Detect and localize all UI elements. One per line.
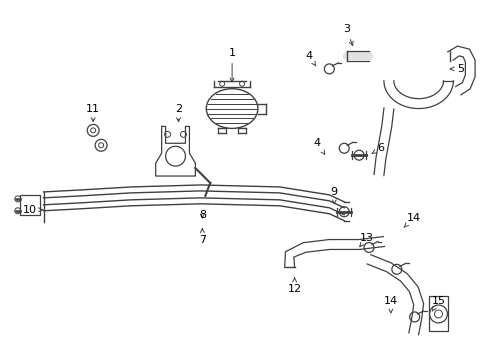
Text: 6: 6 — [371, 143, 384, 153]
Text: 8: 8 — [198, 210, 205, 220]
Text: 7: 7 — [198, 229, 205, 244]
Text: 14: 14 — [383, 296, 397, 313]
Text: 14: 14 — [403, 213, 420, 228]
Text: 11: 11 — [86, 104, 100, 122]
Text: 9: 9 — [330, 187, 337, 204]
Bar — [20, 195, 40, 215]
Text: 13: 13 — [359, 233, 373, 247]
Text: 4: 4 — [305, 51, 315, 66]
Text: 15: 15 — [430, 296, 445, 311]
Text: 5: 5 — [449, 64, 463, 74]
Text: 12: 12 — [287, 278, 301, 294]
Text: 1: 1 — [228, 48, 235, 82]
Text: 10: 10 — [22, 205, 42, 215]
Text: 3: 3 — [342, 24, 352, 45]
Text: 2: 2 — [175, 104, 182, 122]
Text: 4: 4 — [313, 138, 324, 154]
Bar — [427, 296, 447, 331]
